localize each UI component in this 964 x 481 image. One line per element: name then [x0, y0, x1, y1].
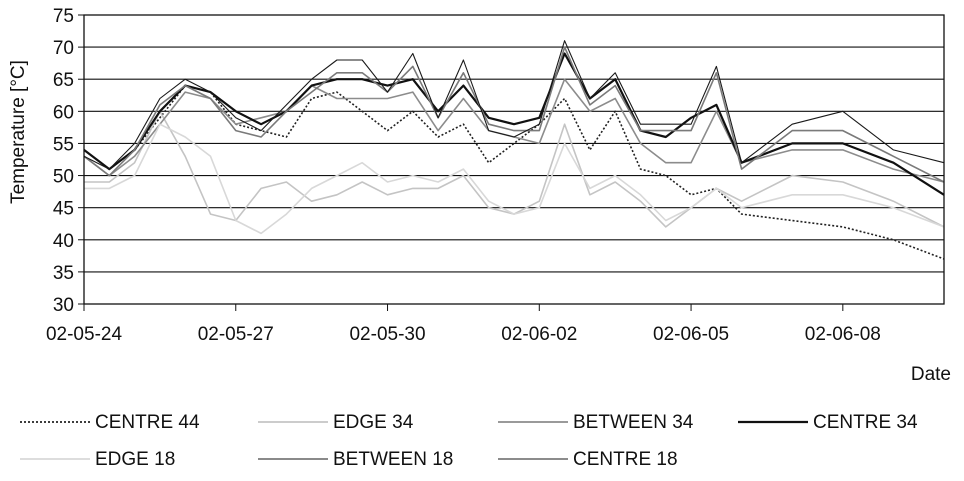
legend-label: EDGE 18 [95, 449, 175, 470]
series-layer [83, 40, 945, 260]
series-line-between-18 [83, 46, 945, 183]
y-tick-label: 35 [53, 263, 74, 284]
legend-label: CENTRE 34 [813, 412, 918, 433]
y-axis-label: Temperature [°C] [8, 60, 29, 204]
y-tick-label: 75 [53, 6, 74, 27]
x-tick-label: 02-06-05 [653, 324, 729, 345]
series-line-centre-34 [83, 52, 945, 196]
x-tick-label: 02-05-27 [198, 324, 274, 345]
y-tick-label: 70 [53, 38, 74, 59]
y-tick-label: 30 [53, 295, 74, 316]
y-tick-label: 60 [53, 102, 74, 123]
y-tick-label: 50 [53, 167, 74, 188]
legend-label: BETWEEN 34 [573, 412, 694, 433]
legend-label: CENTRE 18 [573, 449, 678, 470]
y-tick-label: 45 [53, 199, 74, 220]
x-tick-label: 02-06-02 [501, 324, 577, 345]
y-tick-label: 40 [53, 231, 74, 252]
x-tick-label: 02-05-24 [46, 324, 122, 345]
series-line-centre-44 [83, 84, 945, 260]
series-line-centre-18 [83, 40, 945, 170]
x-axis-label: Date [911, 364, 951, 385]
x-tick-label: 02-06-08 [805, 324, 881, 345]
plot-frame [83, 14, 945, 305]
series-line-edge-34 [84, 110, 945, 228]
x-tick-label: 02-05-30 [349, 324, 425, 345]
legend-label: BETWEEN 18 [333, 449, 453, 470]
grid-layer [84, 14, 944, 305]
y-tick-label: 65 [53, 70, 74, 91]
legend-label: EDGE 34 [333, 412, 414, 433]
legend-layer: CENTRE 44 EDGE 34 BETWEEN 34 CENTRE 34 EDGE … [20, 412, 918, 470]
y-tick-label: 55 [53, 134, 74, 155]
legend-label: CENTRE 44 [95, 412, 200, 433]
axes-layer: 30 35 40 45 50 55 60 65 70 75 02-05-24 02-05-27 02-0… [46, 6, 945, 345]
series-line-edge-18 [84, 123, 945, 235]
